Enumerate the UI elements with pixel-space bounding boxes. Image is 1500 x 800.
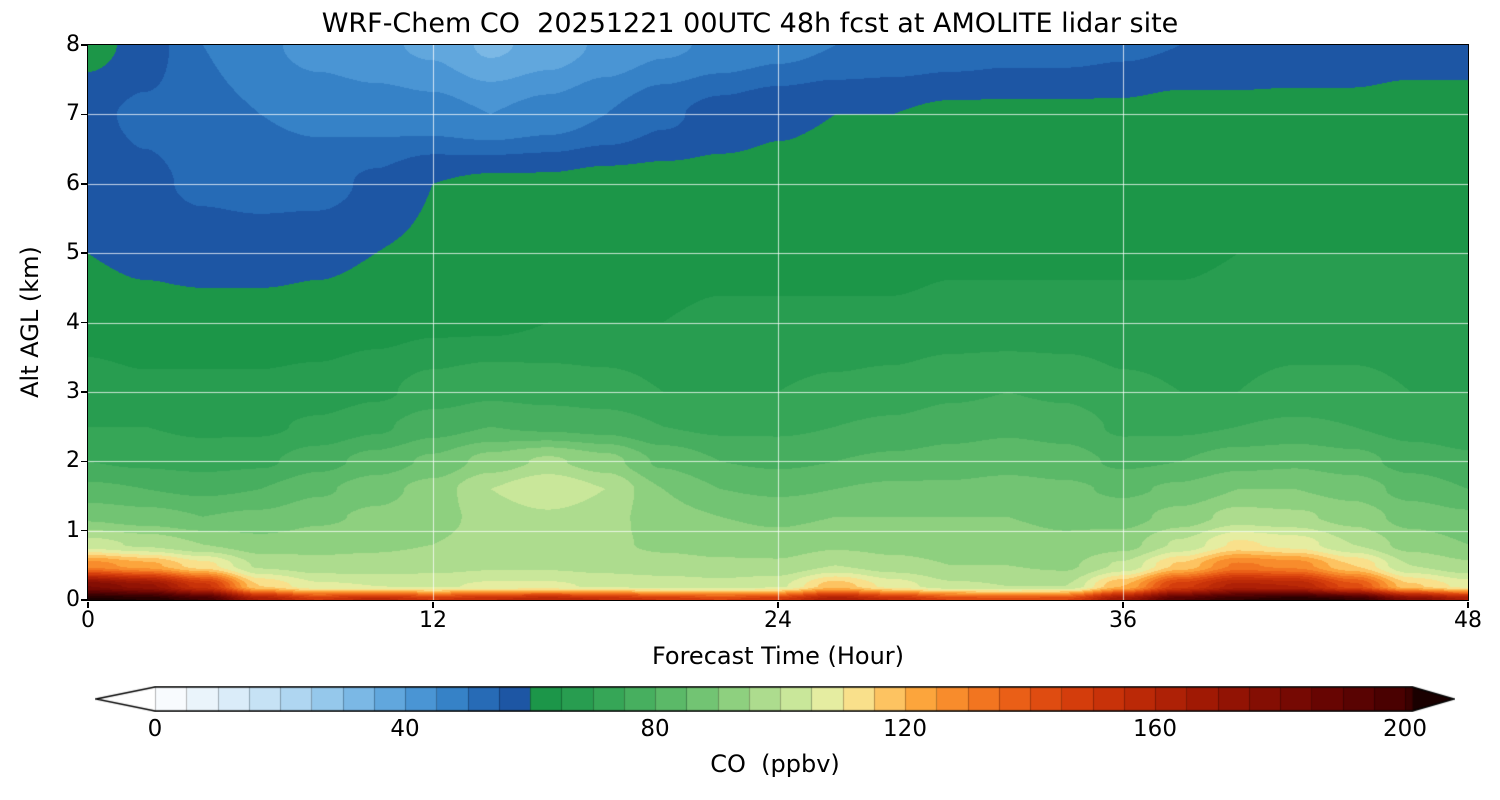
colorbar-tick-label: 40: [390, 716, 420, 742]
y-tick-label: 7: [66, 101, 80, 127]
x-tick-label: 0: [81, 608, 95, 633]
contour-plot-canvas: [87, 44, 1468, 600]
x-tick-label: 48: [1454, 608, 1482, 633]
y-tick-label: 2: [66, 448, 80, 474]
y-tick: [80, 183, 87, 185]
y-tick: [80, 529, 87, 532]
x-tick: [432, 601, 434, 608]
y-tick-label: 0: [66, 587, 80, 612]
x-tick: [1122, 601, 1124, 608]
colorbar-canvas: [95, 686, 1455, 712]
y-tick: [80, 391, 87, 393]
y-tick-label: 4: [66, 309, 80, 335]
colorbar-title: CO (ppbv): [710, 750, 840, 778]
x-tick-label: 24: [764, 608, 792, 633]
y-tick: [80, 321, 87, 324]
colorbar-tick-label: 120: [883, 716, 927, 742]
chart-title: WRF-Chem CO 20251221 00UTC 48h fcst at A…: [321, 8, 1179, 39]
y-tick: [80, 460, 87, 462]
y-tick-label: 3: [66, 378, 80, 404]
y-axis-title: Alt AGL (km): [16, 246, 44, 398]
plot-area: [86, 43, 1469, 601]
x-tick-label: 36: [1109, 608, 1137, 633]
colorbar-tick-label: 80: [640, 716, 670, 742]
x-tick: [1467, 601, 1469, 608]
colorbar-tick-label: 0: [147, 716, 163, 742]
y-tick: [80, 599, 87, 601]
x-tick: [777, 601, 779, 608]
y-tick: [80, 44, 87, 46]
x-tick-label: 12: [419, 608, 447, 633]
colorbar-tick-label: 160: [1133, 716, 1177, 742]
colorbar-tick-label: 200: [1383, 716, 1427, 742]
y-tick-label: 8: [66, 32, 80, 57]
x-tick: [87, 601, 89, 608]
y-tick-label: 5: [66, 240, 80, 266]
y-tick: [80, 113, 87, 116]
y-tick: [80, 252, 87, 254]
x-axis-title: Forecast Time (Hour): [651, 642, 905, 670]
y-tick-label: 1: [66, 517, 80, 543]
y-tick-label: 6: [66, 170, 80, 196]
